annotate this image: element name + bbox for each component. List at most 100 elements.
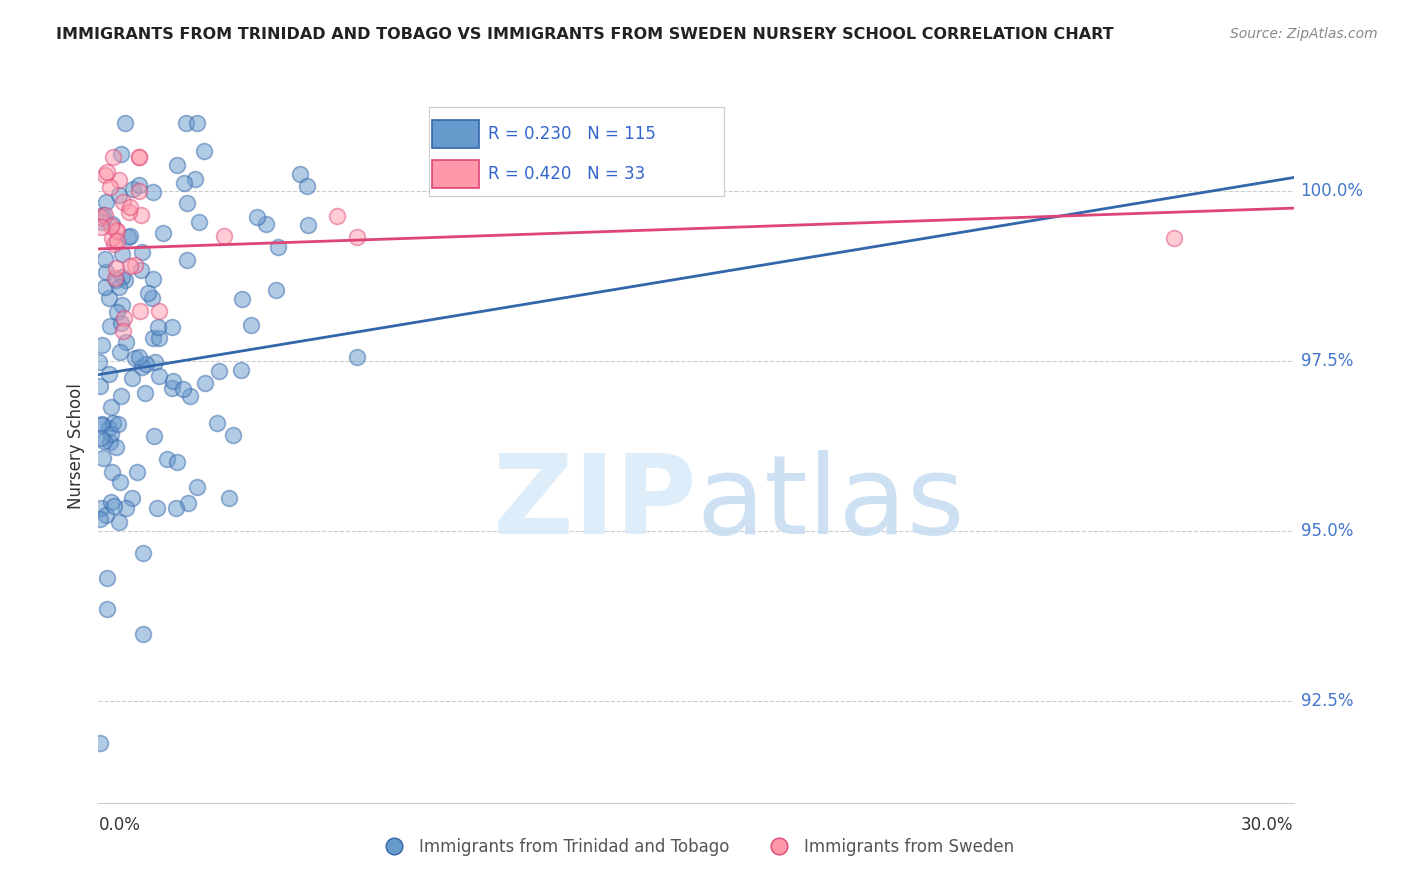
Point xyxy=(91,338,114,352)
Point xyxy=(254,217,277,231)
Point xyxy=(143,355,166,369)
Text: ZIP: ZIP xyxy=(492,450,696,557)
Point xyxy=(103,499,125,513)
Point xyxy=(166,158,188,172)
Point xyxy=(105,441,128,455)
Point xyxy=(148,320,170,334)
Point xyxy=(222,428,245,442)
Point xyxy=(112,311,135,326)
Point xyxy=(173,176,195,190)
Point xyxy=(128,150,150,164)
Point xyxy=(111,324,134,338)
Point xyxy=(98,180,121,194)
Point xyxy=(108,516,131,530)
Text: R = 0.230   N = 115: R = 0.230 N = 115 xyxy=(488,125,655,143)
Point xyxy=(89,210,111,224)
Text: Source: ZipAtlas.com: Source: ZipAtlas.com xyxy=(1230,27,1378,41)
Point xyxy=(239,318,262,333)
Point xyxy=(141,291,163,305)
Point xyxy=(93,168,115,182)
Point xyxy=(166,455,188,469)
Point xyxy=(91,208,114,222)
Point xyxy=(105,235,128,249)
FancyBboxPatch shape xyxy=(432,160,479,188)
Point xyxy=(100,217,122,231)
Point xyxy=(142,185,165,199)
Point xyxy=(295,178,318,193)
Point xyxy=(89,500,111,515)
Point xyxy=(124,351,146,365)
Point xyxy=(91,417,114,432)
Point xyxy=(91,211,114,225)
Point xyxy=(117,230,139,244)
Point xyxy=(176,495,198,509)
Point xyxy=(105,224,128,238)
Point xyxy=(101,231,124,245)
Point xyxy=(129,303,152,318)
Point xyxy=(108,173,131,187)
Point xyxy=(105,260,128,275)
Point xyxy=(148,368,170,383)
Point xyxy=(97,368,120,382)
Point xyxy=(94,508,117,522)
Point xyxy=(186,116,208,130)
Point xyxy=(267,239,290,253)
Point xyxy=(160,319,183,334)
Point xyxy=(132,627,155,641)
Text: 92.5%: 92.5% xyxy=(1301,692,1353,710)
Point xyxy=(131,244,153,259)
Point xyxy=(110,317,132,331)
Point xyxy=(93,434,115,448)
Point xyxy=(111,195,134,210)
Point xyxy=(111,247,134,261)
Point xyxy=(297,219,319,233)
Point xyxy=(176,252,198,267)
Point xyxy=(103,236,125,251)
Point xyxy=(136,285,159,300)
Point xyxy=(101,150,124,164)
Point xyxy=(94,208,117,222)
Point xyxy=(100,426,122,441)
Point xyxy=(110,389,132,403)
Point xyxy=(188,215,211,229)
Point xyxy=(179,389,201,403)
Point xyxy=(105,305,128,319)
Point xyxy=(108,475,131,490)
Point xyxy=(89,736,111,750)
Point xyxy=(148,303,170,318)
Point xyxy=(160,381,183,395)
Point xyxy=(229,363,252,377)
Point xyxy=(104,273,127,287)
Point xyxy=(100,318,122,333)
Text: 0.0%: 0.0% xyxy=(98,816,141,834)
Point xyxy=(172,382,194,396)
Point xyxy=(148,331,170,345)
Point xyxy=(117,205,139,219)
Point xyxy=(97,420,120,434)
Point xyxy=(114,273,136,287)
Point xyxy=(98,434,121,449)
Point xyxy=(108,279,131,293)
Point xyxy=(94,265,117,279)
Point xyxy=(101,416,124,430)
Point xyxy=(129,208,152,222)
Point xyxy=(91,215,114,229)
Text: 100.0%: 100.0% xyxy=(1301,182,1364,200)
Point xyxy=(124,258,146,272)
Point xyxy=(96,165,118,179)
Point xyxy=(176,116,198,130)
Point xyxy=(120,259,142,273)
Point xyxy=(110,146,132,161)
Text: R = 0.420   N = 33: R = 0.420 N = 33 xyxy=(488,165,645,183)
Point xyxy=(104,270,127,285)
Point xyxy=(176,195,198,210)
Point xyxy=(346,229,368,244)
Point xyxy=(108,187,131,202)
Point xyxy=(142,272,165,286)
Point xyxy=(288,167,311,181)
Text: 97.5%: 97.5% xyxy=(1301,352,1353,370)
Point xyxy=(125,466,148,480)
Point xyxy=(96,195,118,210)
Point xyxy=(134,385,156,400)
Point xyxy=(142,331,165,345)
